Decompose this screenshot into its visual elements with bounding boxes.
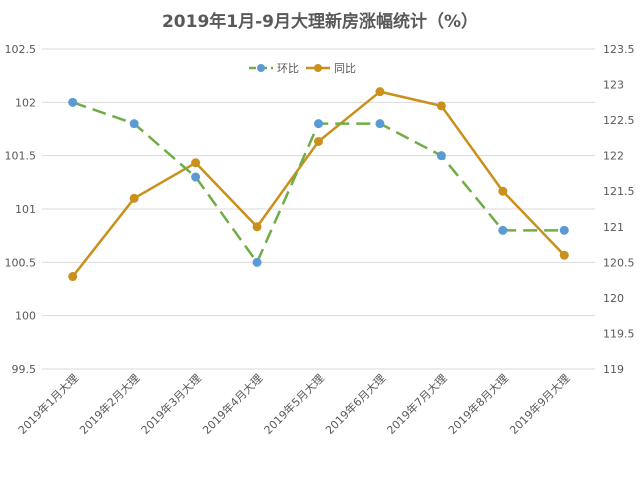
left-tick-label: 100.5 <box>5 256 37 269</box>
data-point <box>375 87 385 97</box>
data-point <box>498 186 508 196</box>
data-point <box>129 119 139 129</box>
data-point <box>252 257 262 267</box>
category-label: 2019年7月大理 <box>384 371 450 437</box>
legend-item: 同比 <box>306 62 356 75</box>
legend: 环比 同比 <box>249 62 356 75</box>
data-point <box>68 97 78 107</box>
data-point <box>559 225 569 235</box>
right-tick-label: 119 <box>603 363 624 376</box>
left-tick-label: 101.5 <box>5 150 37 163</box>
category-label: 2019年1月大理 <box>15 371 81 437</box>
data-point <box>129 193 139 203</box>
legend-label: 环比 <box>277 62 299 75</box>
data-point <box>314 119 323 129</box>
right-tick-label: 120 <box>603 292 624 305</box>
category-label: 2019年6月大理 <box>322 371 388 437</box>
data-point <box>191 158 201 168</box>
category-label: 2019年9月大理 <box>507 371 573 437</box>
right-axis-ticks: 119 119.5 120 120.5 121 121.5 122 122.5 123 123.5 <box>603 43 635 376</box>
data-point <box>436 151 446 161</box>
series-mom <box>68 97 569 267</box>
data-point <box>436 101 446 111</box>
data-point <box>191 172 201 182</box>
legend-item: 环比 <box>249 62 299 75</box>
category-label: 2019年4月大理 <box>199 371 265 437</box>
data-point <box>252 222 262 232</box>
legend-swatch-marker <box>257 64 265 72</box>
series-layer <box>68 87 569 282</box>
data-point <box>68 272 78 282</box>
legend-label: 同比 <box>334 62 356 75</box>
left-tick-label: 99.5 <box>12 363 37 376</box>
right-tick-label: 122.5 <box>603 114 635 127</box>
left-tick-label: 102.5 <box>5 43 37 56</box>
left-tick-label: 102 <box>15 96 36 109</box>
data-point <box>559 250 569 260</box>
right-tick-label: 121.5 <box>603 185 635 198</box>
category-label: 2019年8月大理 <box>445 371 511 437</box>
category-label: 2019年3月大理 <box>138 371 204 437</box>
left-axis-ticks: 99.5 100 100.5 101 101.5 102 102.5 <box>5 43 37 376</box>
data-point <box>498 225 508 235</box>
left-tick-label: 101 <box>15 203 36 216</box>
series-yoy <box>68 87 569 282</box>
data-point <box>314 136 323 146</box>
right-tick-label: 121 <box>603 221 624 234</box>
data-point <box>375 119 385 129</box>
right-tick-label: 122 <box>603 150 624 163</box>
category-axis-labels: 2019年1月大理2019年2月大理2019年3月大理2019年4月大理2019… <box>15 371 572 437</box>
category-label: 2019年2月大理 <box>77 371 143 437</box>
chart-title: 2019年1月-9月大理新房涨幅统计（%） <box>162 11 478 32</box>
category-label: 2019年5月大理 <box>261 371 327 437</box>
left-tick-label: 100 <box>15 310 36 323</box>
right-tick-label: 119.5 <box>603 327 635 340</box>
gridlines <box>42 48 595 370</box>
legend-swatch-marker <box>314 64 322 72</box>
right-tick-label: 123 <box>603 79 624 92</box>
right-tick-label: 123.5 <box>603 43 635 56</box>
right-tick-label: 120.5 <box>603 256 635 269</box>
